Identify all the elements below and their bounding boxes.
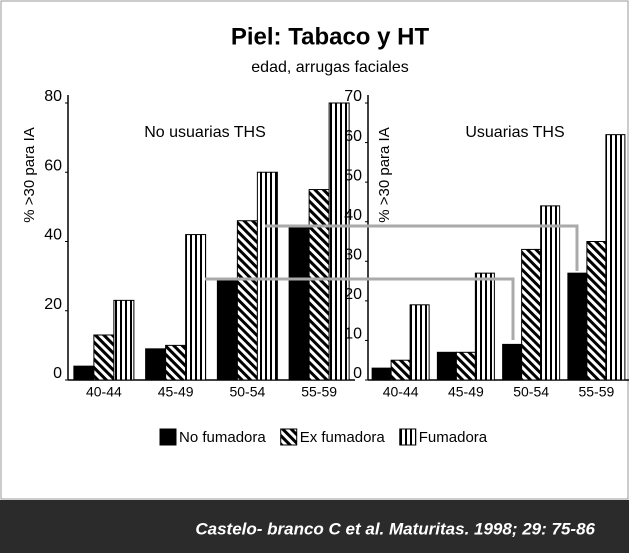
connector — [205, 277, 515, 340]
y-tick-label: 70 — [344, 88, 362, 105]
bar — [308, 189, 330, 381]
chart-subtitle: No usuarias THS — [144, 124, 266, 141]
bar — [586, 241, 607, 381]
subtitle: edad, arrugas faciales — [251, 59, 408, 76]
y-axis-label: % >30 para IA — [21, 127, 38, 222]
bar — [540, 205, 561, 381]
y-tick-label: 60 — [44, 157, 62, 174]
connector — [265, 224, 579, 271]
bar — [236, 220, 258, 381]
frame — [0, 0, 629, 500]
bar — [113, 299, 135, 381]
bar — [145, 348, 167, 381]
y-tick-label: 60 — [344, 128, 362, 145]
bar — [256, 171, 278, 381]
x-tick-label: 50-54 — [229, 384, 265, 400]
bar — [605, 134, 626, 381]
y-tick-label: 20 — [344, 286, 362, 303]
bar — [409, 304, 430, 381]
bar — [455, 351, 476, 381]
citation: Castelo- branco C et al. Maturitas. 1998… — [195, 519, 595, 538]
legend-swatch — [280, 428, 298, 446]
x-tick-label: 55-59 — [578, 384, 614, 400]
x-tick-label: 45-49 — [158, 384, 194, 400]
bar — [185, 234, 207, 381]
legend-swatch — [159, 428, 177, 446]
x-tick-label: 55-59 — [301, 384, 337, 400]
x-tick-label: 40-44 — [383, 384, 419, 400]
y-tick-label: 10 — [344, 326, 362, 343]
y-tick-label: 0 — [53, 365, 62, 382]
bar — [371, 367, 392, 381]
y-axis-label: % >30 para IA — [376, 127, 393, 222]
bar — [502, 343, 523, 381]
bar — [436, 351, 457, 381]
footer — [0, 500, 629, 553]
bar — [567, 272, 588, 381]
x-tick-label: 45-49 — [448, 384, 484, 400]
x-tick-label: 50-54 — [513, 384, 549, 400]
bar — [521, 248, 542, 381]
x-tick-label: 40-44 — [86, 384, 122, 400]
chart-subtitle: Usuarias THS — [465, 124, 564, 141]
bar — [474, 272, 495, 381]
bar — [165, 344, 187, 381]
y-tick-label: 20 — [44, 296, 62, 313]
bar — [216, 279, 238, 381]
bar — [73, 365, 95, 381]
title: Piel: Tabaco y HT — [231, 23, 430, 50]
bar — [93, 334, 115, 381]
y-tick-label: 40 — [344, 207, 362, 224]
y-tick-label: 80 — [44, 88, 62, 105]
y-tick-label: 30 — [344, 247, 362, 264]
y-tick-label: 40 — [44, 227, 62, 244]
legend-label: Ex fumadora — [300, 429, 386, 446]
bar — [288, 227, 310, 381]
legend-label: No fumadora — [179, 429, 266, 446]
bar — [328, 102, 350, 381]
y-tick-label: 50 — [344, 167, 362, 184]
bar — [390, 359, 411, 381]
legend-swatch — [399, 428, 417, 446]
legend-label: Fumadora — [419, 429, 488, 446]
y-tick-label: 0 — [353, 365, 362, 382]
